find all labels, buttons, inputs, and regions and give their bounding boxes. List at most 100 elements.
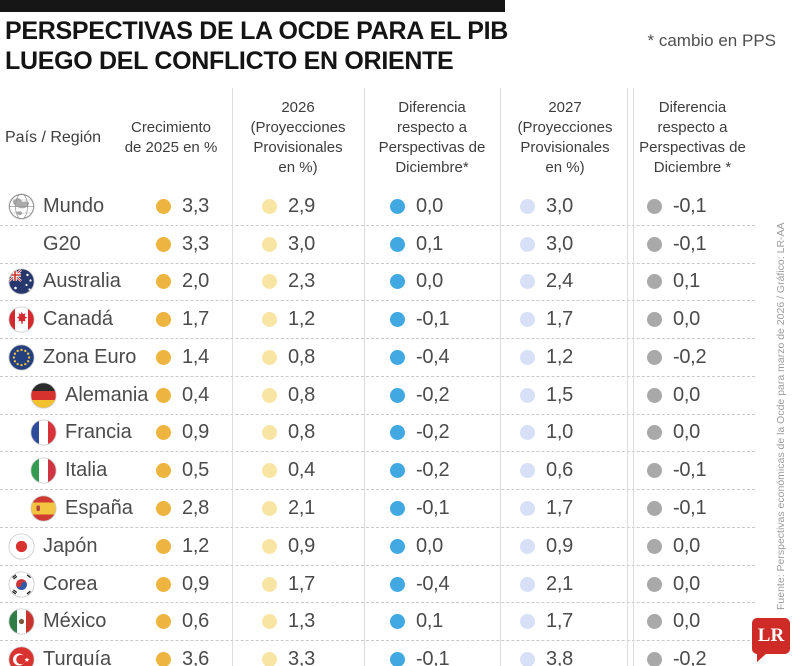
region-cell: Australia	[0, 264, 121, 301]
region-cell: Zona Euro	[0, 339, 136, 376]
region-cell: México	[0, 603, 110, 640]
proj2026-value: 1,3	[288, 610, 315, 633]
proj2027-value: 1,0	[546, 421, 573, 444]
proj2026-dot	[262, 312, 277, 328]
proj2027-cell: 0,9	[500, 528, 630, 565]
proj2026-cell: 0,8	[232, 415, 364, 452]
growth2025-dot	[156, 652, 171, 666]
data-table: País / Región Crecimiento de 2025 en % 2…	[0, 88, 755, 666]
proj2026-value: 0,4	[288, 459, 315, 482]
diff2026-dot	[390, 463, 405, 479]
proj2026-value: 2,1	[288, 497, 315, 519]
diff2026-value: -0,1	[416, 497, 450, 519]
diff2026-dot	[390, 387, 405, 403]
diff2027-cell: 0,0	[630, 528, 755, 565]
growth2025-cell: 1,4	[110, 339, 232, 376]
growth2025-cell: 0,9	[110, 566, 232, 603]
growth2025-cell: 0,4	[110, 377, 232, 414]
proj2026-value: 0,9	[288, 534, 315, 557]
diff2027-cell: -0,1	[630, 490, 755, 527]
table-row: Japón 1,2 0,9 0,0 0,9 0,0	[0, 528, 755, 566]
region-name: Canadá	[43, 308, 114, 331]
diff2027-cell: -0,1	[630, 226, 755, 263]
diff2026-value: -0,4	[416, 572, 450, 595]
growth2025-cell: 0,9	[110, 415, 232, 452]
diff2027-dot	[647, 652, 662, 666]
diff2027-cell: 0,0	[630, 566, 755, 603]
header-proj-2027: 2027 (Proyecciones Provisionales en %)	[517, 99, 613, 176]
proj2026-cell: 1,7	[232, 566, 364, 603]
region-name: Japón	[43, 534, 98, 557]
proj2026-dot	[262, 538, 277, 554]
table-row: España 2,8 2,1 -0,1 1,7 -0,1	[0, 490, 755, 528]
diff2027-value: 0,0	[673, 308, 700, 331]
growth2025-value: 3,3	[182, 232, 209, 255]
table-row: Mundo 3,3 2,9 0,0 3,0 -0,1	[0, 188, 755, 226]
diff2027-value: 0,0	[673, 421, 700, 444]
growth2025-value: 3,6	[182, 648, 209, 666]
proj2026-value: 0,8	[288, 421, 315, 444]
proj2027-value: 1,7	[546, 610, 573, 633]
diff2027-value: -0,1	[673, 497, 707, 519]
diff2027-cell: 0,0	[630, 377, 755, 414]
diff2026-dot	[390, 198, 405, 214]
table-row: Alemania 0,4 0,8 -0,2 1,5 0,0	[0, 377, 755, 415]
mexico-flag-icon	[8, 608, 35, 635]
diff2027-value: -0,1	[673, 232, 707, 255]
korea-flag-icon	[8, 571, 35, 598]
diff2026-value: 0,0	[416, 534, 443, 557]
diff2026-value: -0,4	[416, 345, 450, 368]
proj2026-value: 2,3	[288, 270, 315, 293]
pps-footnote: * cambio en PPS	[647, 31, 776, 50]
diff2027-dot	[647, 614, 662, 630]
proj2027-cell: 2,4	[500, 264, 630, 301]
proj2026-value: 2,9	[288, 194, 315, 217]
diff2026-dot	[390, 538, 405, 554]
proj2027-cell: 1,7	[500, 490, 630, 527]
proj2027-dot	[520, 349, 535, 365]
no-icon	[8, 231, 35, 258]
table-row: Corea 0,9 1,7 -0,4 2,1 0,0	[0, 566, 755, 604]
diff2027-dot	[647, 463, 662, 479]
growth2025-value: 0,5	[182, 459, 209, 482]
diff2026-value: -0,1	[416, 308, 450, 331]
diff2027-dot	[647, 425, 662, 441]
diff2027-cell: 0,0	[630, 603, 755, 640]
diff2027-cell: 0,1	[630, 264, 755, 301]
diff2027-cell: -0,2	[630, 339, 755, 376]
region-name: México	[43, 610, 107, 633]
proj2026-dot	[262, 576, 277, 592]
table-row: Francia 0,9 0,8 -0,2 1,0 0,0	[0, 415, 755, 453]
diff2026-value: 0,1	[416, 232, 443, 255]
growth2025-dot	[156, 312, 171, 328]
proj2026-value: 3,0	[288, 232, 315, 255]
diff2027-value: 0,1	[673, 270, 700, 293]
proj2026-dot	[262, 349, 277, 365]
proj2026-dot	[262, 652, 277, 666]
diff2027-cell: -0,2	[630, 641, 755, 666]
growth2025-cell: 3,3	[110, 226, 232, 263]
table-header: País / Región Crecimiento de 2025 en % 2…	[0, 88, 755, 188]
proj2027-cell: 1,7	[500, 603, 630, 640]
diff2027-dot	[647, 236, 662, 252]
proj2027-dot	[520, 198, 535, 214]
growth2025-cell: 3,3	[110, 188, 232, 225]
diff2027-dot	[647, 312, 662, 328]
proj2027-cell: 3,0	[500, 188, 630, 225]
proj2027-cell: 3,8	[500, 641, 630, 666]
page-title: PERSPECTIVAS DE LA OCDE PARA EL PIB LUEGO…	[5, 16, 508, 76]
diff2027-cell: -0,1	[630, 188, 755, 225]
diff2027-dot	[647, 501, 662, 516]
australia-flag-icon	[8, 268, 35, 295]
proj2027-dot	[520, 425, 535, 441]
canada-flag-icon	[8, 306, 35, 333]
proj2027-dot	[520, 236, 535, 252]
diff2027-cell: -0,1	[630, 452, 755, 489]
proj2026-cell: 3,0	[232, 226, 364, 263]
proj2026-dot	[262, 463, 277, 479]
diff2026-cell: -0,1	[364, 301, 500, 338]
diff2026-dot	[390, 425, 405, 441]
diff2027-value: 0,0	[673, 534, 700, 557]
diff2027-dot	[647, 387, 662, 403]
